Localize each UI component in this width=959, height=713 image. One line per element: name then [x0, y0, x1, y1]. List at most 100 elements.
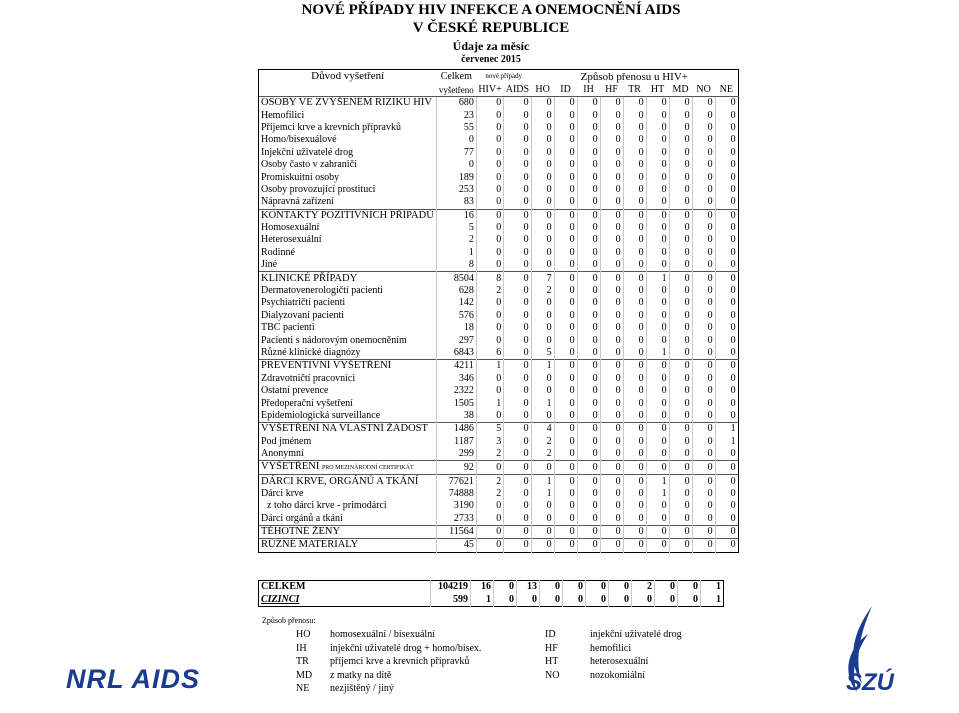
value-cell: 0 [668, 284, 693, 298]
table-row: DÁRCI KRVE, ORGÁNŮ A TKÁNÍ 77621 2 0 1 0 0 0 0 1 0… [258, 474, 739, 488]
label-text: z toho dárci krve - primodárci [267, 500, 387, 512]
value-cell: 0 [645, 171, 670, 184]
value-cell: 0 [530, 297, 555, 310]
value-cell: 0 [576, 297, 601, 310]
value-cell: 0 [622, 512, 647, 526]
value-cell: 4211 [435, 359, 477, 373]
value-cell: 0 [714, 447, 739, 461]
value-cell: 0 [530, 196, 555, 210]
value-cell: 0 [668, 134, 693, 147]
row-label: VYŠETŘENÍ PRO MEZINÁRODNÍ CERTIFIKÁT [258, 460, 437, 475]
value-cell: 0 [622, 284, 647, 298]
value-cell: 0 [503, 512, 532, 526]
value-cell: 0 [576, 196, 601, 210]
value-cell: 0 [691, 409, 716, 423]
value-cell: 0 [599, 297, 624, 310]
table-row: Dárci krve 74888 2 0 1 0 0 0 0 1 0 0 0 [258, 487, 739, 501]
value-cell: 0 [435, 134, 477, 147]
value-cell: 0 [530, 171, 555, 184]
value-cell: 0 [553, 146, 578, 159]
value-cell: 1 [470, 593, 494, 607]
value-cell: 2 [475, 284, 504, 298]
value-cell: 0 [435, 158, 477, 172]
legend-code: IH [296, 642, 307, 654]
value-cell: 0 [503, 171, 532, 184]
legend-code: HT [545, 656, 559, 667]
value-cell: 0 [553, 208, 578, 222]
label-text: Předoperační vyšetření [261, 397, 353, 409]
label-note: PRO MEZINÁRODNÍ CERTIFIKÁT [321, 465, 414, 472]
table-row: CIZINCI 599 1 0 0 0 0 0 0 0 0 0 1 [258, 593, 724, 607]
value-cell: 1486 [435, 422, 477, 436]
label-text: Promiskuitní osoby [261, 171, 340, 183]
label-text: Homo/bisexuálové [261, 134, 337, 146]
value-cell: 1 [475, 359, 504, 373]
value-cell: 0 [645, 435, 670, 448]
value-cell: 0 [553, 221, 578, 235]
value-cell: 2 [475, 487, 504, 501]
value-cell: 0 [668, 460, 693, 475]
value-cell: 0 [576, 234, 601, 247]
header-cell: HO [535, 83, 550, 95]
value-cell: 0 [475, 221, 504, 235]
value-cell: 0 [714, 221, 739, 235]
value-cell: 5 [475, 422, 504, 436]
value-cell: 0 [691, 474, 716, 488]
value-cell: 0 [714, 297, 739, 310]
header-cell: vyšetřeno [438, 84, 474, 95]
value-cell: 0 [503, 259, 532, 272]
title: NOVÉ PŘÍPADY HIV INFEKCE A ONEMOCNĚNÍ AI… [301, 2, 681, 18]
row-label: Jiné [258, 259, 437, 272]
value-cell: 0 [576, 221, 601, 235]
label-text: CELKEM [261, 581, 306, 593]
header-cell: NO [696, 83, 711, 95]
value-cell: 0 [530, 524, 555, 539]
legend-text: hemofilici [590, 642, 632, 654]
value-cell: 0 [691, 158, 716, 172]
value-cell: 0 [691, 372, 716, 385]
value-cell: 0 [645, 334, 670, 347]
value-cell: 0 [645, 146, 670, 159]
value-cell: 0 [668, 183, 693, 197]
value-cell: 0 [645, 359, 670, 373]
value-cell: 0 [622, 500, 647, 513]
value-cell: 0 [475, 524, 504, 539]
value-cell: 0 [668, 334, 693, 347]
row-label: Pod jménem [258, 435, 437, 448]
value-cell: 0 [503, 397, 532, 410]
value-cell: 0 [668, 524, 693, 539]
value-cell: 0 [475, 538, 504, 553]
value-cell: 0 [576, 246, 601, 260]
value-cell: 0 [576, 384, 601, 398]
value-cell: 0 [475, 121, 504, 135]
value-cell: 0 [668, 109, 693, 122]
value-cell: 0 [503, 500, 532, 513]
value-cell: 0 [530, 512, 555, 526]
value-cell: 0 [599, 284, 624, 298]
value-cell: 0 [691, 146, 716, 159]
value-cell: 5 [435, 221, 477, 235]
value-cell: 0 [539, 580, 563, 594]
table-row: Homo/bisexuálové 0 0 0 0 0 0 0 0 0 0 0 0 [258, 134, 739, 147]
legend-title: Způsob přenosu: [262, 616, 316, 625]
value-cell: 0 [645, 221, 670, 235]
row-label: OSOBY VE ZVÝŠENÉM RIZIKU HIV [258, 96, 437, 110]
value-cell: 0 [714, 512, 739, 526]
value-cell: 0 [645, 500, 670, 513]
value-cell: 0 [576, 208, 601, 222]
value-cell: 0 [553, 409, 578, 423]
row-label: Předoperační vyšetření [258, 397, 437, 410]
legend-code: ID [545, 629, 556, 640]
value-cell: 0 [622, 96, 647, 110]
table-row: Homosexuální 5 0 0 0 0 0 0 0 0 0 0 0 [258, 221, 739, 235]
value-cell: 0 [530, 500, 555, 513]
value-cell: 0 [475, 297, 504, 310]
value-cell: 0 [553, 334, 578, 347]
value-cell: 0 [645, 538, 670, 553]
header-cell: IH [583, 83, 594, 95]
value-cell: 0 [599, 512, 624, 526]
value-cell: 3190 [435, 500, 477, 513]
value-cell: 0 [576, 284, 601, 298]
value-cell: 0 [622, 372, 647, 385]
value-cell: 0 [503, 322, 532, 335]
